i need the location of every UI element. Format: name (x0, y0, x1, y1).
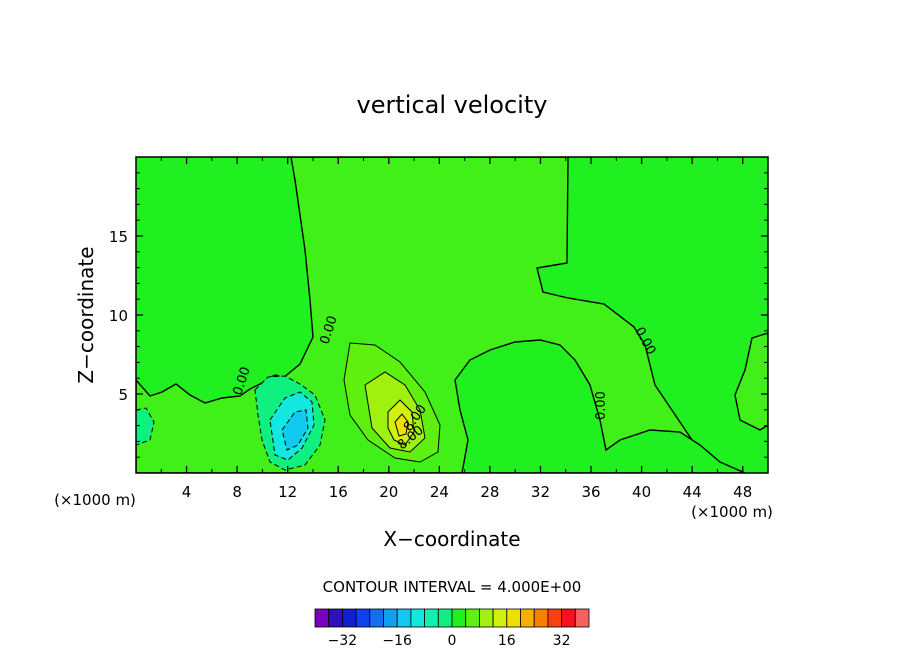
colorbar-swatch (410, 608, 425, 628)
colorbar-swatch (396, 608, 412, 628)
y-axis-label: Z−coordinate (74, 246, 98, 383)
x-tick-label: 40 (632, 483, 651, 501)
x-unit-right: (×1000 m) (691, 503, 773, 521)
region-left-negative (136, 407, 155, 446)
x-axis-ticks: 4 8 12 16 20 24 28 32 36 40 44 48 (160, 157, 752, 501)
colorbar-swatch (547, 608, 563, 628)
x-tick-label: 28 (480, 483, 499, 501)
colorbar-swatch (465, 608, 480, 628)
colorbar-label: 32 (553, 633, 571, 649)
x-tick-label: 16 (329, 483, 348, 501)
x-tick-label: 32 (531, 483, 550, 501)
colorbar-swatch (383, 608, 398, 628)
colorbar-label: −16 (382, 633, 412, 649)
x-axis-label: X−coordinate (383, 527, 520, 551)
colorbar-label: 16 (498, 633, 516, 649)
colorbar-swatch (478, 608, 494, 628)
colorbar-swatch (355, 608, 371, 628)
colorbar-swatch (437, 608, 453, 628)
x-unit-left: (×1000 m) (54, 491, 136, 509)
colorbar-labels: −32 −16 0 16 32 (328, 633, 571, 649)
x-tick-label: 4 (182, 483, 192, 501)
colorbar-swatch (314, 608, 330, 628)
y-tick-label: 10 (109, 307, 128, 325)
x-tick-label: 44 (683, 483, 702, 501)
x-tick-label: 24 (430, 483, 449, 501)
colorbar-swatch (533, 608, 549, 628)
colorbar-swatch (451, 608, 467, 628)
contour-label: 0.00 (594, 391, 609, 420)
x-tick-label: 8 (232, 483, 242, 501)
x-tick-label: 12 (278, 483, 297, 501)
contour-value-labels: 0.00 0.00 0.00 0.00 8.00 8.00 (231, 314, 659, 453)
colorbar-swatch (369, 608, 384, 628)
region-small-negative (454, 339, 746, 473)
y-tick-label: 15 (109, 228, 128, 246)
chart-title: vertical velocity (357, 91, 548, 119)
colorbar-swatch (561, 608, 576, 628)
region-updraft-peak (394, 413, 409, 437)
contour-field (136, 157, 768, 473)
colorbar-swatch (492, 608, 508, 628)
colorbar-swatch (574, 608, 590, 628)
region-downdraft-core (281, 409, 309, 451)
x-tick-label: 20 (379, 483, 398, 501)
y-tick-label: 5 (118, 386, 128, 404)
colorbar-swatch (520, 608, 535, 628)
colorbar-label: 0 (448, 633, 457, 649)
colorbar-swatch (341, 608, 357, 628)
colorbar-swatch (328, 608, 343, 628)
colorbar (314, 608, 590, 628)
x-tick-label: 36 (581, 483, 600, 501)
colorbar-label: −32 (328, 633, 358, 649)
colorbar-swatch (424, 608, 439, 628)
y-axis-ticks: 5 10 15 (109, 172, 768, 458)
contour-interval-text: CONTOUR INTERVAL = 4.000E+00 (323, 578, 582, 596)
x-tick-label: 48 (733, 483, 752, 501)
colorbar-swatch (506, 608, 521, 628)
